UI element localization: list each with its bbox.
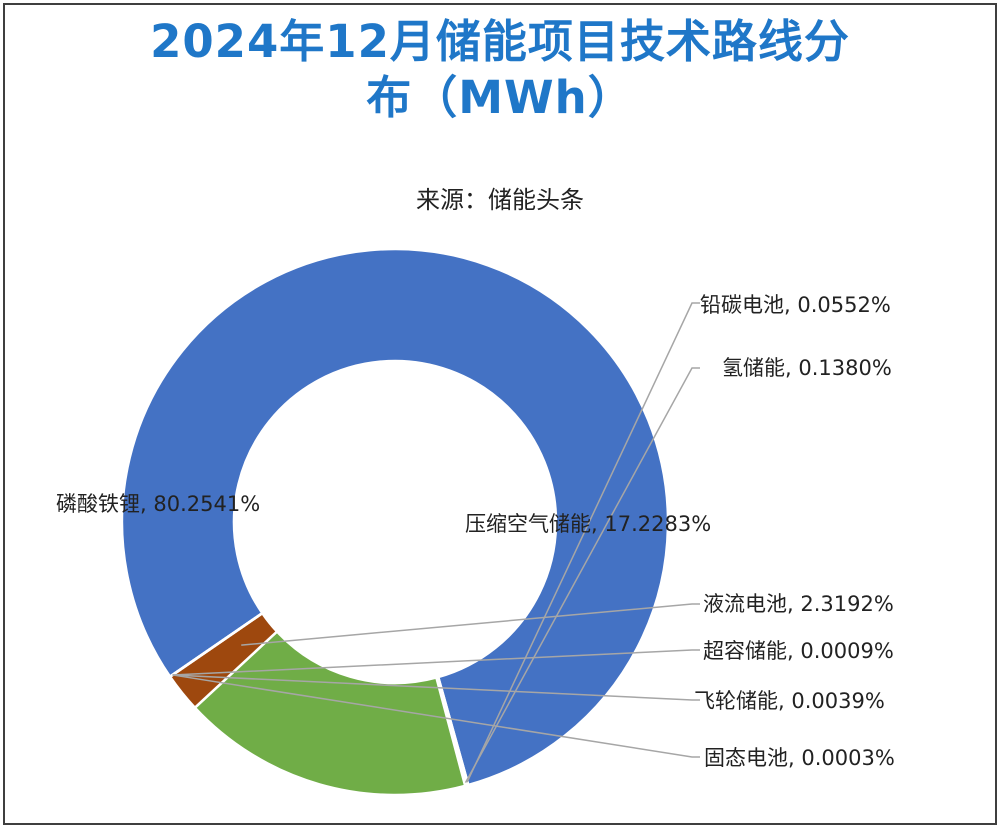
data-label-4: 压缩空气储能, 17.2283% [465, 512, 711, 536]
title-line-2: 布（MWh） [366, 71, 634, 124]
data-label-8: 固态电池, 0.0003% [704, 746, 895, 770]
data-label-7: 飞轮储能, 0.0039% [694, 689, 885, 713]
donut-slice-1 [120, 247, 670, 787]
data-label-2: 铅碳电池, 0.0552% [700, 293, 891, 317]
leader-line-7 [172, 674, 700, 701]
data-label-1: 磷酸铁锂, 80.2541% [56, 492, 260, 516]
leader-line-6 [172, 649, 700, 676]
data-label-6: 超容储能, 0.0009% [703, 639, 894, 663]
leader-line-8 [172, 674, 700, 758]
chart-title: 2024年12月储能项目技术路线分 布（MWh） [0, 14, 1000, 126]
leader-line-3 [464, 367, 700, 783]
data-labels: 磷酸铁锂, 80.2541% 铅碳电池, 0.0552% 氢储能, 0.1380% 压… [56, 293, 895, 770]
leader-line-2 [466, 302, 700, 783]
donut-slices [120, 247, 670, 797]
data-label-3: 氢储能, 0.1380% [722, 356, 892, 380]
donut-slice-8 [168, 611, 265, 679]
chart-subtitle: 来源：储能头条 [416, 186, 584, 214]
donut-slice-4 [193, 629, 467, 797]
leader-lines [172, 302, 700, 783]
data-label-5: 液流电池, 2.3192% [703, 592, 894, 616]
title-line-1: 2024年12月储能项目技术路线分 [150, 15, 850, 68]
leader-line-5 [241, 603, 700, 646]
